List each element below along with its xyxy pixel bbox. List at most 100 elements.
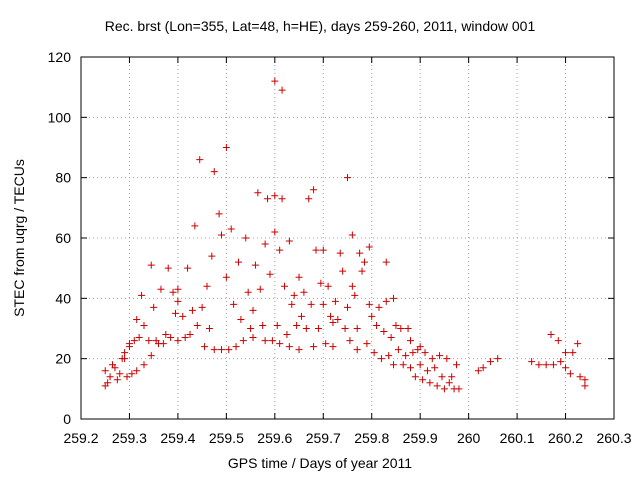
data-point — [133, 315, 141, 323]
data-point — [569, 349, 577, 357]
data-point — [256, 285, 264, 293]
data-point — [576, 373, 584, 381]
data-point — [445, 379, 453, 387]
x-tick-label: 259.9 — [403, 430, 438, 446]
data-point — [382, 297, 390, 305]
data-point — [302, 325, 310, 332]
data-point — [365, 243, 373, 251]
data-point — [138, 291, 146, 299]
x-tick-label: 260 — [457, 430, 481, 446]
data-point — [416, 361, 424, 369]
data-point — [234, 258, 242, 266]
data-point — [273, 321, 281, 329]
data-point — [128, 370, 136, 378]
data-point — [431, 364, 439, 372]
data-point — [264, 195, 272, 203]
data-point — [322, 340, 330, 348]
data-point — [210, 168, 218, 176]
x-tick-label: 259.8 — [354, 430, 389, 446]
data-point — [181, 334, 189, 342]
data-point — [123, 373, 131, 381]
data-point — [394, 346, 402, 354]
data-point — [147, 352, 155, 360]
data-points — [101, 77, 589, 393]
y-tick-label: 0 — [63, 411, 71, 427]
grid-lines — [81, 57, 614, 419]
data-point — [324, 282, 332, 290]
data-point — [562, 364, 570, 372]
data-point — [278, 86, 286, 94]
data-point — [356, 249, 364, 257]
data-point — [305, 195, 313, 203]
data-point — [159, 340, 167, 348]
data-point — [191, 222, 199, 230]
data-point — [218, 346, 226, 354]
data-point — [377, 355, 385, 363]
data-point — [145, 337, 153, 345]
y-tick-label: 100 — [48, 109, 72, 125]
data-point — [140, 361, 148, 369]
data-point — [409, 349, 417, 357]
data-point — [271, 192, 279, 200]
data-point — [186, 331, 194, 339]
data-point — [574, 340, 582, 348]
data-point — [329, 343, 337, 351]
data-point — [281, 282, 289, 290]
data-point — [557, 358, 565, 366]
data-point — [174, 297, 182, 305]
data-point — [150, 303, 158, 311]
data-point — [547, 331, 555, 339]
data-point — [440, 385, 448, 393]
plot-frame — [80, 56, 615, 420]
data-point — [201, 343, 209, 351]
data-point — [222, 273, 230, 281]
data-point — [562, 349, 570, 357]
data-point — [348, 282, 356, 290]
data-point — [331, 297, 339, 305]
data-point — [382, 258, 390, 266]
data-point — [428, 355, 436, 363]
data-point — [351, 291, 359, 299]
data-point — [266, 270, 274, 278]
data-point — [329, 318, 337, 326]
data-point — [179, 312, 187, 320]
data-point — [188, 306, 196, 314]
data-point — [300, 288, 308, 296]
data-point — [528, 358, 536, 366]
axis-ticks: 259.2 259.3 259.4 259.5 259.6 259.7 259.8 259.9… — [48, 49, 632, 446]
data-point — [336, 249, 344, 257]
data-point — [421, 349, 429, 357]
x-tick-label: 259.6 — [257, 430, 292, 446]
x-tick-label: 260.3 — [596, 430, 631, 446]
data-point — [162, 331, 170, 339]
y-tick-label: 40 — [55, 290, 71, 306]
data-point — [319, 246, 327, 254]
data-point — [140, 321, 148, 329]
data-point — [295, 273, 303, 281]
data-point — [290, 291, 298, 299]
data-point — [232, 343, 240, 351]
data-point — [198, 303, 206, 311]
data-point — [339, 267, 347, 275]
x-tick-label: 259.3 — [112, 430, 147, 446]
data-point — [310, 343, 318, 351]
data-point — [448, 373, 456, 381]
data-point — [174, 337, 182, 345]
data-point — [254, 189, 262, 197]
data-point — [479, 364, 487, 372]
data-point — [314, 325, 322, 332]
y-tick-label: 60 — [55, 230, 71, 246]
data-point — [341, 325, 349, 332]
data-point — [307, 300, 315, 308]
data-point — [135, 334, 143, 342]
data-point — [147, 261, 155, 269]
data-point — [406, 364, 414, 372]
data-point — [225, 346, 233, 354]
data-point — [271, 228, 279, 236]
data-point — [419, 376, 427, 384]
data-point — [283, 331, 291, 339]
x-tick-label: 259.4 — [160, 430, 195, 446]
data-point — [474, 367, 482, 375]
data-point — [230, 300, 238, 308]
